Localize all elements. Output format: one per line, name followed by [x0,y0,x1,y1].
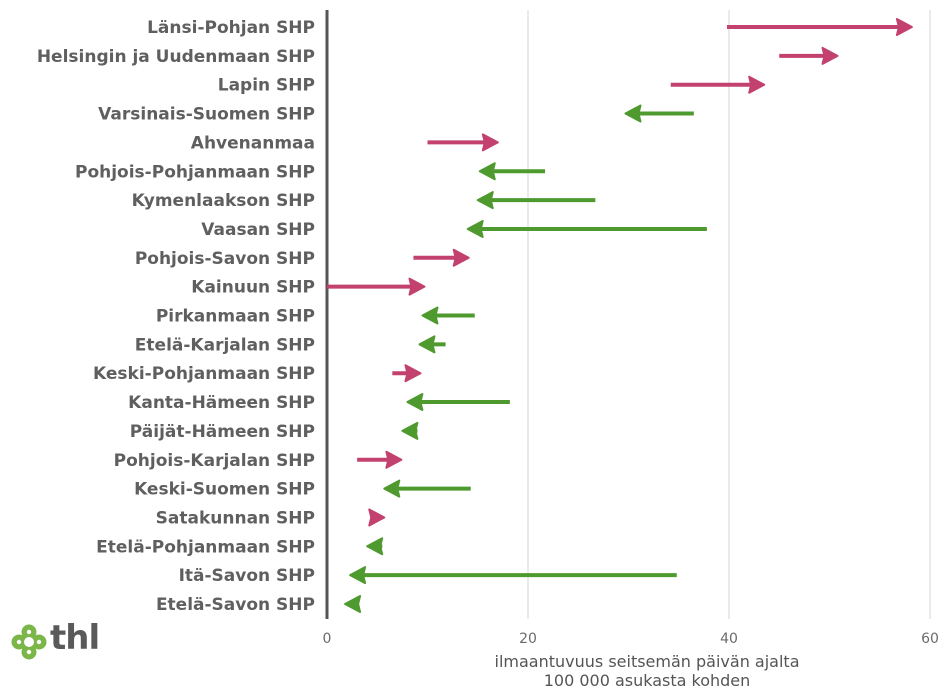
x-axis-title-line-1: ilmaantuvuus seitsemän päivän ajalta [495,652,800,671]
arrow-mark [413,248,470,267]
x-tick-label: 20 [519,631,537,647]
arrow-mark [344,595,362,613]
thl-logo-text: thl [50,618,100,658]
x-tick-label: 0 [323,631,332,647]
thl-logo [11,624,111,664]
x-tick-labels: 0 20 40 60 [323,631,939,647]
arrow-mark [427,133,499,152]
category-label: Pohjois-Savon SHP [135,249,315,269]
arrow-head [476,191,494,210]
arrow-head [466,219,484,238]
arrow-head [481,133,499,152]
arrow-head [421,306,439,325]
category-label: Kymenlaakson SHP [132,191,315,211]
arrow-head [406,393,424,412]
arrow-mark [392,364,422,383]
category-label: Keski-Suomen SHP [134,480,315,500]
category-label: Kainuun SHP [191,278,315,298]
arrow-mark [327,277,426,296]
arrow-mark [779,46,839,65]
category-label: Pirkanmaan SHP [156,307,315,327]
arrow-head [408,277,426,296]
category-label: Satakunnan SHP [156,508,315,528]
category-label: Pohjois-Pohjanmaan SHP [75,162,315,182]
arrow-mark [357,450,403,469]
category-label: Etelä-Pohjanmaan SHP [96,537,315,557]
arrow-head [452,248,470,267]
category-label: Kanta-Hämeen SHP [128,393,315,413]
category-label: Vaasan SHP [201,220,315,240]
arrow-head [368,508,386,527]
category-label: Ahvenanmaa [191,133,315,153]
arrow-mark [476,191,596,210]
arrow-mark [726,18,913,36]
arrow-head [404,364,422,383]
arrow-mark [670,75,766,94]
arrow-head [344,595,362,613]
arrow-head [624,104,642,123]
arrow-mark [401,421,419,440]
arrow-head [383,479,401,498]
arrow-head [821,46,839,65]
category-label: Itä-Savon SHP [179,566,315,586]
category-label: Päijät-Hämeen SHP [130,422,315,442]
arrow-mark [478,162,546,181]
arrow-mark [349,566,677,585]
arrow-mark [406,393,510,412]
category-labels: Länsi-Pohjan SHP Helsingin ja Uudenmaan S… [37,18,315,615]
arrows [327,18,913,613]
arrow-head [748,75,766,94]
grid-lines [527,10,931,619]
x-tick-label: 60 [921,631,939,647]
arrow-head [478,162,496,181]
arrow-head [418,335,436,354]
arrow-mark [624,104,694,123]
category-label: Länsi-Pohjan SHP [147,18,315,38]
arrow-mark [466,219,707,238]
category-label: Etelä-Karjalan SHP [135,335,315,355]
arrow-head [895,18,913,36]
category-label: Lapin SHP [218,76,315,96]
x-axis-title-line-2: 100 000 asukasta kohden [544,671,751,688]
thl-clover-icon [11,624,47,660]
arrow-mark [421,306,475,325]
category-label: Varsinais-Suomen SHP [98,105,315,125]
category-label: Helsingin ja Uudenmaan SHP [37,47,315,67]
arrow-head [366,537,384,556]
arrow-mark [383,479,471,498]
arrow-mark [368,508,386,527]
arrow-mark [366,537,384,556]
arrow-head [385,450,403,469]
category-label: Pohjois-Karjalan SHP [114,451,315,471]
arrow-mark [418,335,446,354]
arrow-head [401,421,419,440]
category-label: Keski-Pohjanmaan SHP [93,364,315,384]
category-label: Etelä-Savon SHP [156,595,315,615]
x-tick-label: 40 [720,631,738,647]
arrow-head [349,566,367,585]
